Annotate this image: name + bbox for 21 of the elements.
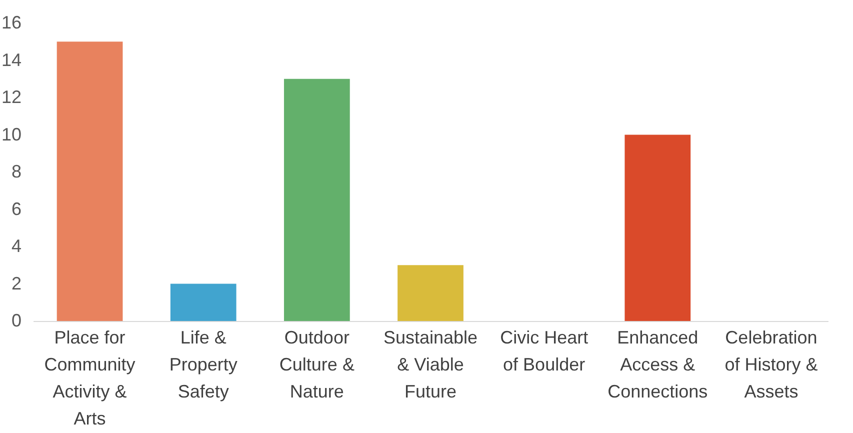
y-tick-label: 4 [11,236,22,256]
y-tick-label: 6 [11,198,22,219]
y-tick-label: 0 [11,310,22,330]
bar [284,78,350,321]
y-tick-label: 12 [1,87,22,107]
bar [398,265,464,321]
bar [624,134,691,321]
x-tick-label: Celebration of History & Assets [724,328,818,402]
x-tick-label: Sustainable & Viable Future [383,328,478,402]
y-tick-label: 14 [1,50,22,70]
x-tick-label: Enhanced Access & Connections [608,328,708,402]
y-tick-label: 8 [11,162,22,182]
y-tick-label: 10 [1,124,22,144]
x-tick-label: Place for Community Activity & Arts [44,328,136,428]
bar [56,42,123,321]
x-tick-label: Life & Property Safety [169,328,238,402]
bar [170,284,236,321]
y-tick-label: 16 [1,12,22,32]
x-tick-label: Outdoor Culture & Nature [279,328,354,402]
x-tick-label: Civic Heart of Boulder [500,328,588,374]
y-tick-label: 2 [11,273,22,294]
